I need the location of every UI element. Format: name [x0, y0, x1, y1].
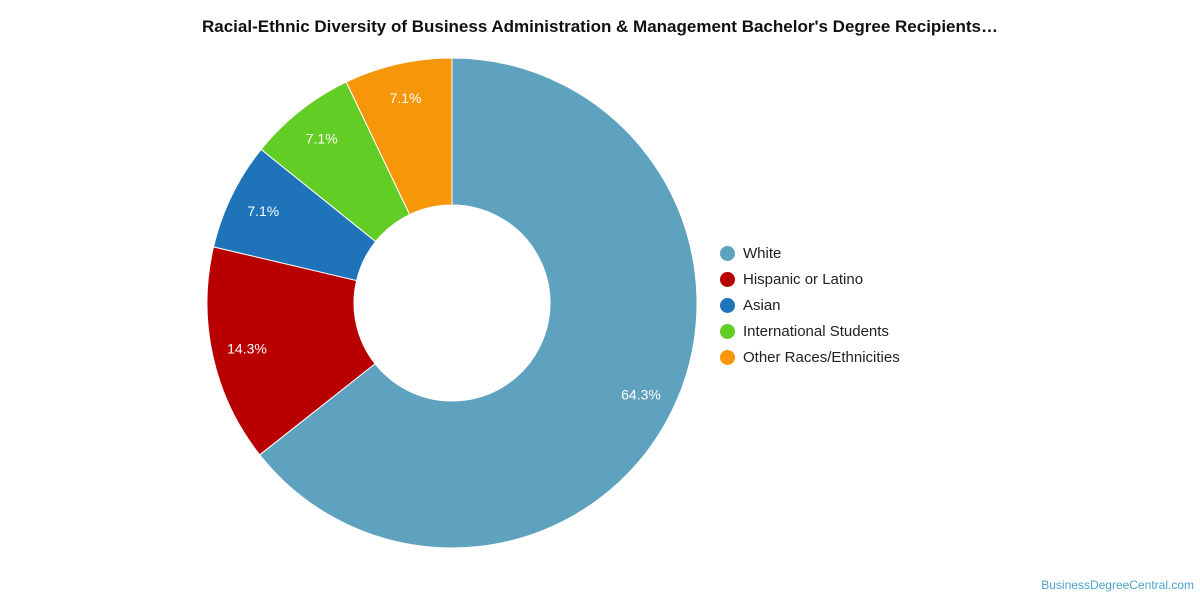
data-label-other-races-ethnicities: 7.1% [390, 90, 422, 106]
legend-swatch [720, 323, 735, 339]
legend-item-international-students[interactable]: International Students [720, 318, 900, 344]
legend-swatch [720, 245, 735, 261]
legend-label: White [743, 244, 782, 262]
chart-title: Racial-Ethnic Diversity of Business Admi… [201, 17, 998, 36]
legend-label: Hispanic or Latino [743, 270, 864, 288]
legend-label: International Students [743, 322, 889, 340]
legend-swatch [720, 297, 735, 313]
data-label-asian: 7.1% [247, 203, 279, 219]
legend-label: Other Races/Ethnicities [743, 348, 900, 366]
legend-swatch [720, 349, 735, 365]
slice-hispanic-or-latino[interactable] [206, 246, 376, 456]
data-label-international-students: 7.1% [306, 130, 338, 146]
legend-item-asian[interactable]: Asian [720, 292, 900, 318]
legend-label: Asian [743, 296, 781, 314]
slice-white[interactable] [258, 57, 698, 549]
legend-item-other-races-ethnicities[interactable]: Other Races/Ethnicities [720, 344, 900, 370]
slice-other-races-ethnicities[interactable] [345, 57, 453, 216]
watermark: BusinessDegreeCentral.com [1041, 578, 1194, 592]
chart-legend: White Hispanic or Latino Asian Internationa… [720, 240, 900, 370]
data-label-hispanic-or-latino: 14.3% [227, 341, 267, 357]
legend-swatch [720, 271, 735, 287]
legend-item-hispanic-or-latino[interactable]: Hispanic or Latino [720, 266, 900, 292]
data-label-white: 64.3% [621, 387, 661, 403]
legend-item-white[interactable]: White [720, 240, 900, 266]
